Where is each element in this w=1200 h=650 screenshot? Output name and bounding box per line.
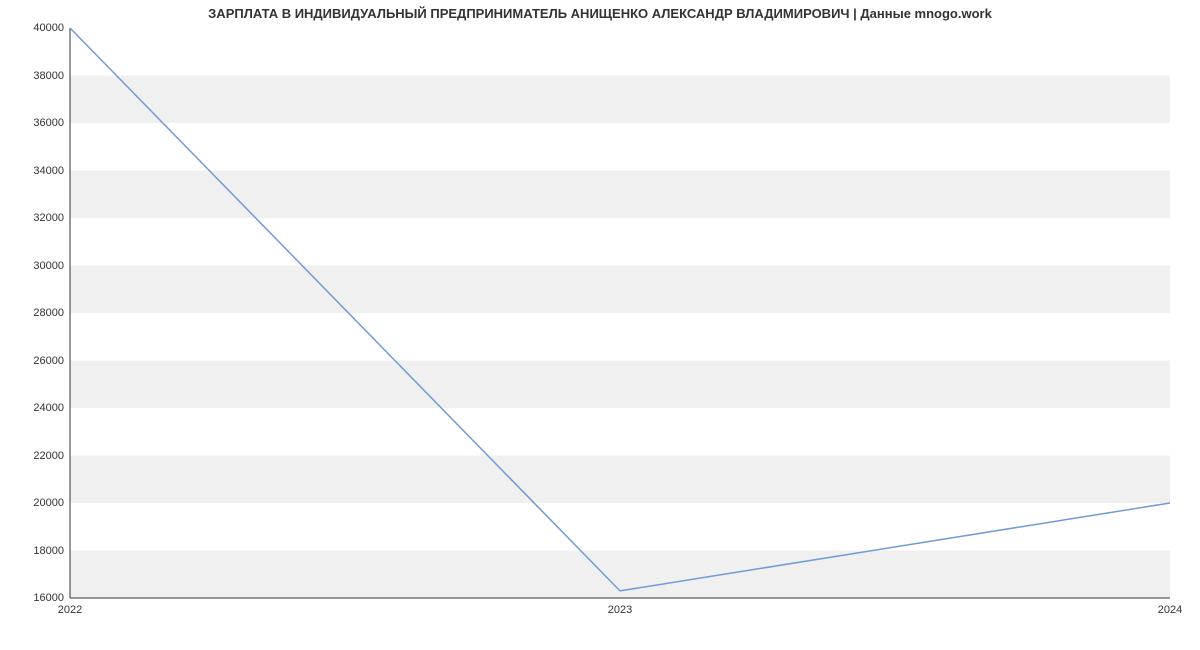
x-tick-label: 2022 [58, 598, 82, 616]
x-tick-label: 2024 [1158, 598, 1182, 616]
y-tick-label: 22000 [33, 450, 70, 462]
y-tick-label: 38000 [33, 70, 70, 82]
y-tick-label: 30000 [33, 260, 70, 272]
y-tick-label: 28000 [33, 307, 70, 319]
y-tick-label: 20000 [33, 497, 70, 509]
y-tick-label: 40000 [33, 22, 70, 34]
chart-title: ЗАРПЛАТА В ИНДИВИДУАЛЬНЫЙ ПРЕДПРИНИМАТЕЛ… [0, 6, 1200, 21]
plot-area: 1600018000200002200024000260002800030000… [70, 28, 1170, 598]
y-tick-label: 36000 [33, 117, 70, 129]
y-tick-label: 32000 [33, 212, 70, 224]
y-tick-label: 18000 [33, 545, 70, 557]
salary-line-chart: ЗАРПЛАТА В ИНДИВИДУАЛЬНЫЙ ПРЕДПРИНИМАТЕЛ… [0, 0, 1200, 650]
x-tick-label: 2023 [608, 598, 632, 616]
y-tick-label: 26000 [33, 355, 70, 367]
y-tick-label: 34000 [33, 165, 70, 177]
y-tick-label: 24000 [33, 402, 70, 414]
plot-svg [70, 28, 1170, 598]
